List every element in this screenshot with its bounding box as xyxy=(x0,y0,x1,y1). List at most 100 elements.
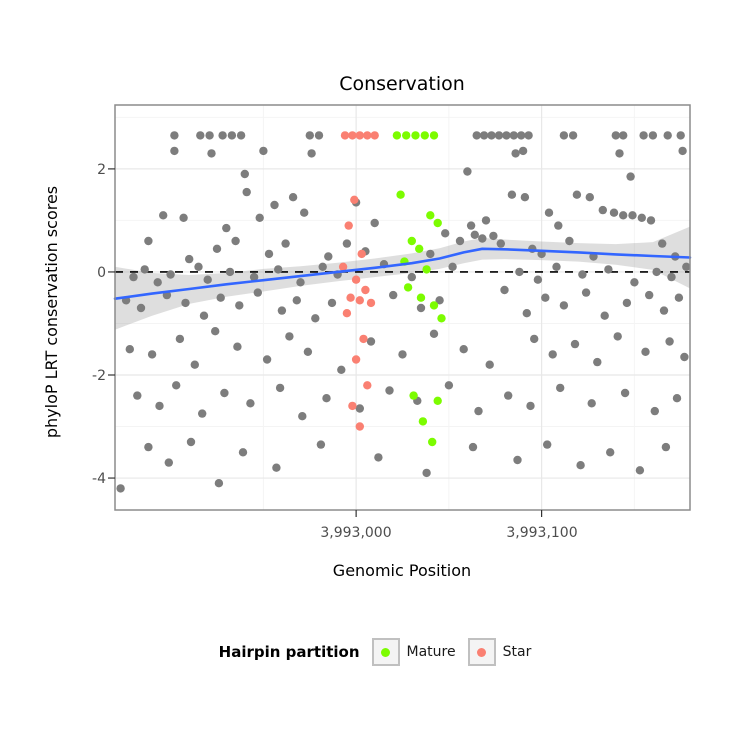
data-point xyxy=(674,293,684,302)
data-point xyxy=(140,265,149,274)
data-point xyxy=(570,339,580,349)
data-point xyxy=(422,468,431,478)
data-point xyxy=(426,249,435,259)
plot-layers xyxy=(108,104,692,517)
data-point xyxy=(680,352,689,362)
data-point xyxy=(366,337,376,346)
data-point xyxy=(426,211,435,220)
data-point xyxy=(198,409,207,418)
data-point xyxy=(144,442,153,452)
data-point xyxy=(136,303,146,313)
data-point xyxy=(298,412,307,421)
data-point xyxy=(363,381,372,390)
data-point xyxy=(407,272,416,282)
data-point xyxy=(509,131,518,140)
data-point xyxy=(246,399,255,408)
data-point xyxy=(665,337,674,346)
data-point xyxy=(155,401,164,411)
data-point xyxy=(548,350,557,359)
data-point xyxy=(468,442,478,452)
data-point xyxy=(639,131,648,140)
legend: Hairpin partition Mature Star xyxy=(0,638,750,666)
data-point xyxy=(448,262,457,271)
data-point xyxy=(274,265,283,274)
data-point xyxy=(466,221,476,230)
data-point xyxy=(463,167,472,176)
data-point xyxy=(172,381,181,390)
y-axis-title: phyloP LRT conservation scores xyxy=(42,186,61,438)
data-point xyxy=(144,236,153,246)
panel-background xyxy=(115,105,690,510)
data-point xyxy=(622,298,632,308)
data-point xyxy=(637,213,646,222)
data-point xyxy=(416,293,426,302)
data-point xyxy=(300,208,309,217)
data-point xyxy=(581,288,591,297)
data-point xyxy=(398,350,407,359)
smooth-line xyxy=(113,247,692,301)
x-tick-label-0: 3,993,000 xyxy=(320,525,391,541)
data-point xyxy=(392,131,402,140)
data-point xyxy=(513,455,522,465)
data-point xyxy=(227,131,237,140)
data-point xyxy=(585,193,594,202)
data-point xyxy=(552,262,561,271)
data-point xyxy=(170,131,179,140)
legend-item-mature: Mature xyxy=(371,638,456,666)
data-point xyxy=(502,131,511,140)
data-point xyxy=(541,293,550,302)
data-point xyxy=(361,285,370,295)
data-point xyxy=(350,195,359,204)
data-point xyxy=(533,275,543,284)
data-point xyxy=(220,388,229,398)
data-point xyxy=(238,448,248,457)
x-axis-title: Genomic Position xyxy=(333,561,471,580)
data-point xyxy=(235,301,244,310)
data-point xyxy=(205,131,214,140)
data-point xyxy=(496,239,505,248)
data-point xyxy=(652,267,661,277)
data-point xyxy=(459,345,468,354)
data-point xyxy=(396,190,405,199)
data-point xyxy=(233,342,242,351)
data-point xyxy=(613,332,622,341)
data-point xyxy=(507,190,517,199)
data-point xyxy=(511,149,520,158)
data-point xyxy=(650,406,659,416)
data-point xyxy=(116,484,125,493)
data-point xyxy=(559,131,569,140)
data-point xyxy=(578,270,587,279)
data-point xyxy=(409,391,418,400)
data-point xyxy=(190,360,199,369)
panel-border xyxy=(114,104,691,511)
data-point xyxy=(277,306,287,315)
data-point xyxy=(270,200,279,210)
data-point xyxy=(348,131,357,140)
data-point xyxy=(678,146,687,156)
data-point xyxy=(609,208,619,217)
data-point xyxy=(433,218,442,228)
y-tick-label-3: 2 xyxy=(97,162,106,178)
data-point xyxy=(307,149,316,158)
data-point xyxy=(429,301,439,310)
data-point xyxy=(556,383,565,393)
data-point xyxy=(441,229,450,238)
data-point xyxy=(203,275,212,284)
data-point xyxy=(572,190,582,199)
data-point xyxy=(520,193,530,202)
data-point xyxy=(249,272,259,282)
data-point xyxy=(370,131,379,140)
data-point xyxy=(159,211,168,220)
data-point xyxy=(337,365,346,374)
data-point xyxy=(214,479,224,488)
data-point xyxy=(429,131,439,140)
data-point xyxy=(416,303,426,313)
data-point xyxy=(559,301,569,310)
data-point xyxy=(236,131,246,140)
data-point xyxy=(351,355,361,364)
data-point xyxy=(225,267,235,277)
data-point xyxy=(211,327,220,336)
data-point xyxy=(500,285,509,295)
data-point xyxy=(479,131,489,140)
data-point xyxy=(355,296,364,305)
